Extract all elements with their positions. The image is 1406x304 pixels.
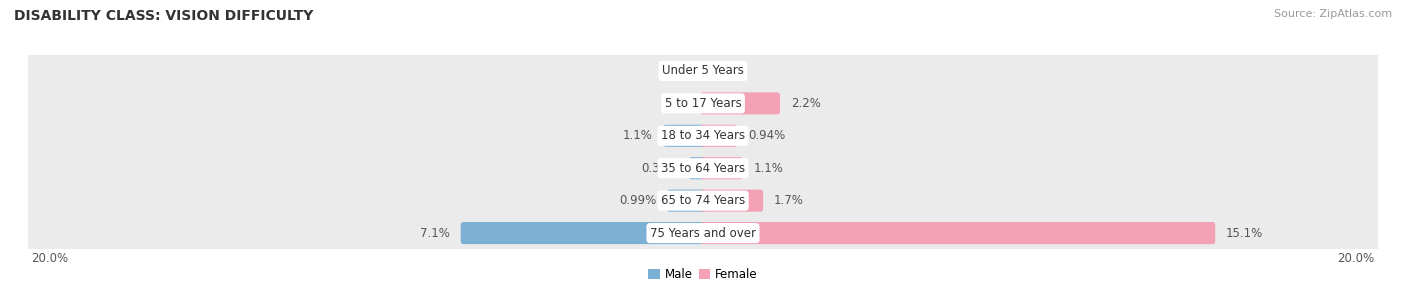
Text: 7.1%: 7.1% <box>420 226 450 240</box>
FancyBboxPatch shape <box>27 150 1379 186</box>
Text: 65 to 74 Years: 65 to 74 Years <box>661 194 745 207</box>
Text: 2.2%: 2.2% <box>790 97 821 110</box>
Text: 1.7%: 1.7% <box>773 194 804 207</box>
Text: 35 to 64 Years: 35 to 64 Years <box>661 162 745 175</box>
FancyBboxPatch shape <box>700 157 742 179</box>
FancyBboxPatch shape <box>689 157 706 179</box>
Text: 1.1%: 1.1% <box>623 129 652 142</box>
Text: 0.34%: 0.34% <box>641 162 678 175</box>
Text: 75 Years and over: 75 Years and over <box>650 226 756 240</box>
Text: Under 5 Years: Under 5 Years <box>662 64 744 78</box>
FancyBboxPatch shape <box>27 118 1379 154</box>
Text: 5 to 17 Years: 5 to 17 Years <box>665 97 741 110</box>
Text: 0.0%: 0.0% <box>659 97 689 110</box>
Text: 20.0%: 20.0% <box>31 252 69 265</box>
FancyBboxPatch shape <box>700 92 780 114</box>
FancyBboxPatch shape <box>700 190 763 212</box>
Text: 20.0%: 20.0% <box>1337 252 1375 265</box>
FancyBboxPatch shape <box>700 222 1215 244</box>
Text: 0.99%: 0.99% <box>619 194 657 207</box>
FancyBboxPatch shape <box>666 190 706 212</box>
FancyBboxPatch shape <box>27 215 1379 251</box>
FancyBboxPatch shape <box>27 85 1379 122</box>
Text: Source: ZipAtlas.com: Source: ZipAtlas.com <box>1274 9 1392 19</box>
Text: 18 to 34 Years: 18 to 34 Years <box>661 129 745 142</box>
FancyBboxPatch shape <box>461 222 706 244</box>
Legend: Male, Female: Male, Female <box>644 264 762 286</box>
Text: 15.1%: 15.1% <box>1226 226 1263 240</box>
Text: 1.1%: 1.1% <box>754 162 783 175</box>
Text: DISABILITY CLASS: VISION DIFFICULTY: DISABILITY CLASS: VISION DIFFICULTY <box>14 9 314 23</box>
FancyBboxPatch shape <box>27 53 1379 89</box>
FancyBboxPatch shape <box>664 125 706 147</box>
Text: 0.94%: 0.94% <box>748 129 786 142</box>
FancyBboxPatch shape <box>700 125 737 147</box>
FancyBboxPatch shape <box>27 182 1379 219</box>
Text: 0.0%: 0.0% <box>659 64 689 78</box>
Text: 0.0%: 0.0% <box>717 64 747 78</box>
